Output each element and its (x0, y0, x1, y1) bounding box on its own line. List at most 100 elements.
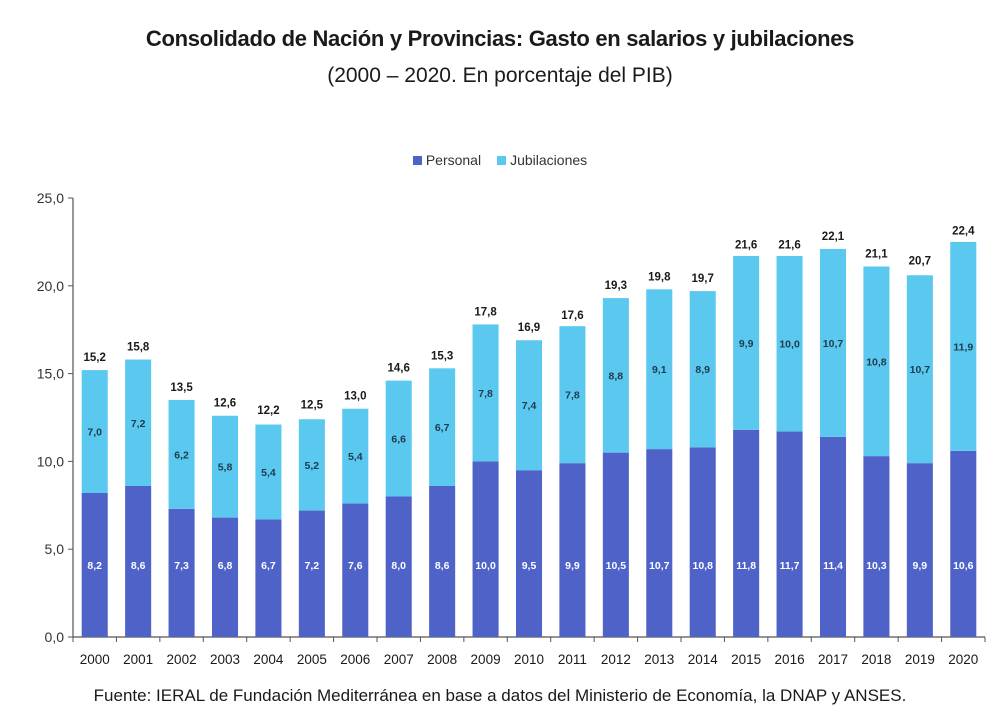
total-label: 19,7 (692, 273, 714, 285)
data-label-jubilaciones: 10,0 (779, 339, 800, 351)
bar-personal-2007 (385, 496, 412, 637)
data-label-personal: 8,2 (87, 560, 102, 572)
bar-jubilaciones-2002 (168, 399, 195, 509)
bar-personal-2001 (125, 485, 152, 637)
bar-personal-2008 (429, 485, 456, 637)
bar-personal-2011 (559, 463, 586, 637)
total-label: 15,3 (431, 350, 453, 362)
data-label-jubilaciones: 6,6 (391, 434, 406, 446)
total-label: 12,6 (214, 398, 236, 410)
bar-jubilaciones-2007 (385, 380, 412, 497)
legend-label-personal: Personal (425, 152, 482, 168)
x-tick-label: 2008 (427, 652, 457, 667)
bar-personal-2017 (819, 436, 847, 637)
x-tick-label: 2010 (514, 652, 544, 667)
data-label-jubilaciones: 6,7 (435, 422, 450, 434)
y-tick-label: 25,0 (37, 190, 64, 206)
x-tick-label: 2000 (80, 652, 110, 667)
data-label-personal: 11,7 (780, 560, 800, 572)
data-label-jubilaciones: 9,9 (739, 338, 754, 350)
bar-jubilaciones-2011 (559, 326, 586, 464)
data-label-personal: 7,6 (348, 560, 363, 572)
x-tick-label: 2020 (948, 652, 978, 667)
data-label-jubilaciones: 5,4 (261, 467, 276, 479)
total-label: 17,8 (474, 306, 497, 318)
data-label-personal: 10,3 (866, 560, 887, 572)
bar-jubilaciones-2003 (211, 415, 239, 518)
data-label-personal: 6,7 (261, 560, 276, 572)
bar-personal-2012 (602, 452, 629, 637)
bar-jubilaciones-2018 (863, 266, 890, 457)
y-tick-label: 10,0 (37, 453, 64, 469)
total-label: 21,6 (778, 240, 800, 252)
x-tick-label: 2015 (731, 652, 761, 667)
y-tick-label: 0,0 (45, 629, 65, 645)
total-label: 16,9 (518, 322, 540, 334)
data-label-personal: 11,4 (823, 560, 843, 572)
total-label: 12,2 (257, 405, 279, 417)
x-tick-label: 2018 (861, 652, 891, 667)
bar-personal-2018 (863, 456, 890, 637)
bar-jubilaciones-2008 (429, 368, 456, 486)
x-tick-label: 2014 (688, 652, 719, 667)
data-label-personal: 10,8 (692, 560, 713, 572)
bar-jubilaciones-2013 (646, 289, 673, 450)
legend-item-jubilaciones: Jubilaciones (497, 152, 587, 168)
data-label-personal: 10,7 (649, 560, 670, 572)
bar-personal-2015 (733, 429, 760, 637)
x-tick-label: 2005 (297, 652, 327, 667)
bar-personal-2000 (81, 493, 108, 637)
bar-personal-2016 (776, 431, 803, 637)
total-label: 12,5 (301, 400, 324, 412)
legend-swatch-personal (412, 155, 422, 165)
data-label-jubilaciones: 10,8 (866, 356, 887, 368)
y-tick-label: 20,0 (37, 278, 64, 294)
chart-subtitle: (2000 – 2020. En porcentaje del PIB) (327, 64, 673, 87)
data-label-personal: 9,9 (913, 560, 928, 572)
bar-jubilaciones-2016 (776, 255, 803, 432)
data-label-jubilaciones: 9,1 (652, 364, 667, 376)
x-tick-label: 2011 (558, 652, 587, 667)
chart-title: Consolidado de Nación y Provincias: Gast… (145, 26, 855, 51)
total-label: 21,1 (865, 248, 888, 260)
bar-jubilaciones-2017 (819, 248, 847, 437)
data-label-jubilaciones: 8,9 (695, 364, 710, 376)
bar-jubilaciones-2000 (81, 370, 108, 494)
data-label-personal: 9,9 (565, 560, 580, 572)
data-label-jubilaciones: 6,2 (174, 449, 189, 461)
total-label: 19,3 (605, 280, 627, 292)
bar-jubilaciones-2020 (950, 241, 977, 451)
x-tick-label: 2009 (471, 652, 501, 667)
bar-personal-2002 (168, 508, 195, 637)
bar-personal-2004 (255, 519, 282, 637)
total-label: 22,4 (952, 226, 975, 238)
bar-personal-2013 (646, 449, 673, 637)
data-label-personal: 7,3 (174, 560, 189, 572)
bar-jubilaciones-2001 (125, 359, 152, 486)
bar-jubilaciones-2014 (689, 291, 716, 448)
bar-jubilaciones-2006 (342, 408, 369, 504)
data-label-jubilaciones: 8,8 (609, 370, 624, 382)
data-label-jubilaciones: 7,0 (87, 427, 102, 439)
legend-label-jubilaciones: Jubilaciones (510, 152, 588, 168)
legend-swatch-jubilaciones (497, 155, 507, 165)
data-label-personal: 7,2 (305, 560, 320, 572)
bar-personal-2003 (211, 517, 239, 637)
total-label: 17,6 (561, 310, 583, 322)
total-label: 13,5 (170, 382, 193, 394)
legend-item-personal: Personal (412, 152, 482, 168)
x-tick-label: 2013 (644, 652, 674, 667)
bar-jubilaciones-2012 (602, 298, 629, 453)
data-label-jubilaciones: 7,8 (565, 390, 580, 402)
total-label: 15,2 (84, 352, 106, 364)
data-label-personal: 8,6 (131, 560, 146, 572)
bar-personal-2010 (515, 470, 543, 637)
bar-personal-2005 (298, 510, 325, 637)
data-label-personal: 10,0 (475, 560, 496, 572)
x-tick-label: 2001 (123, 652, 153, 667)
x-tick-label: 2016 (775, 652, 805, 667)
x-tick-label: 2004 (253, 652, 284, 667)
data-label-jubilaciones: 10,7 (910, 364, 931, 376)
data-label-jubilaciones: 5,2 (305, 460, 320, 472)
